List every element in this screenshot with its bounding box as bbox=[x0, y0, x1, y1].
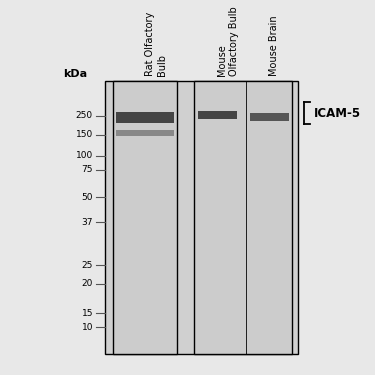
Text: 25: 25 bbox=[82, 261, 93, 270]
Bar bbox=[105, 81, 298, 354]
Text: 37: 37 bbox=[81, 218, 93, 227]
Bar bbox=[194, 81, 292, 354]
Text: 100: 100 bbox=[76, 151, 93, 160]
Text: ICAM-5: ICAM-5 bbox=[314, 106, 361, 120]
Text: 75: 75 bbox=[81, 165, 93, 174]
Bar bbox=[112, 81, 177, 354]
Text: 15: 15 bbox=[81, 309, 93, 318]
Text: Mouse Brain: Mouse Brain bbox=[269, 15, 279, 76]
Text: 20: 20 bbox=[82, 279, 93, 288]
Text: 10: 10 bbox=[81, 322, 93, 332]
Bar bbox=[194, 81, 292, 354]
Bar bbox=[116, 130, 174, 136]
Bar bbox=[116, 112, 174, 123]
Text: Rat Olfactory
Bulb: Rat Olfactory Bulb bbox=[145, 12, 166, 76]
Text: kDa: kDa bbox=[63, 69, 88, 79]
Text: Mouse
Olfactory Bulb: Mouse Olfactory Bulb bbox=[217, 6, 239, 76]
Text: 50: 50 bbox=[81, 193, 93, 202]
Bar bbox=[198, 111, 237, 119]
Text: 150: 150 bbox=[76, 130, 93, 139]
Bar bbox=[112, 81, 177, 354]
Bar bbox=[250, 113, 289, 121]
Text: 250: 250 bbox=[76, 111, 93, 120]
